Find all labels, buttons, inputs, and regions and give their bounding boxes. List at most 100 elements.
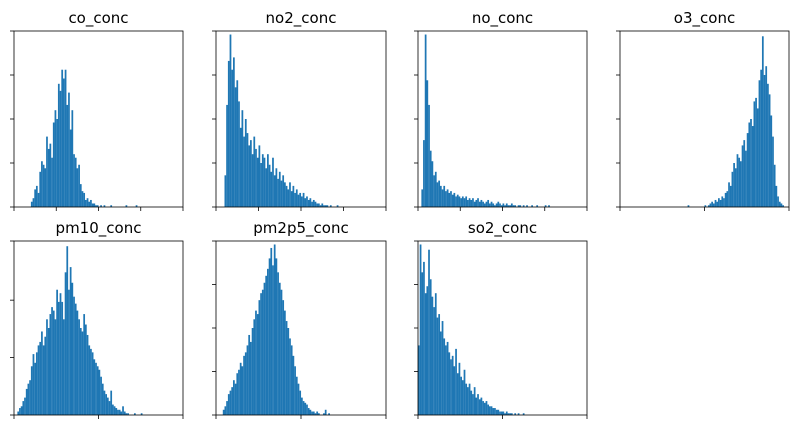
- histogram-bar: [83, 314, 86, 415]
- histogram-bar: [326, 205, 329, 207]
- histogram-bar: [716, 201, 719, 207]
- histogram-bar: [323, 413, 325, 415]
- histogram-bar: [292, 355, 295, 415]
- histogram-bar: [98, 369, 101, 415]
- histogram-bar: [500, 205, 503, 207]
- histogram-bar: [284, 182, 286, 207]
- histogram-bar: [746, 133, 749, 207]
- histogram-bar: [450, 359, 452, 415]
- histogram-bar: [68, 289, 70, 415]
- histogram-bar: [244, 119, 247, 207]
- histogram-bar: [39, 341, 42, 415]
- histogram-bar: [780, 203, 783, 207]
- histogram-bar: [246, 345, 249, 415]
- histogram-bar: [507, 205, 510, 207]
- histogram-bar: [20, 406, 23, 415]
- histogram-bar: [227, 60, 230, 207]
- histogram-bar: [64, 272, 67, 415]
- histogram-bar: [61, 69, 64, 207]
- histogram-bar: [461, 380, 464, 415]
- histogram-bar: [304, 198, 307, 207]
- histogram-bar: [460, 198, 462, 207]
- histogram-bar: [707, 205, 710, 207]
- histogram-bar: [312, 411, 315, 415]
- histogram-bar: [428, 104, 430, 207]
- histogram-bar: [246, 133, 249, 207]
- histogram-bar: [289, 338, 291, 415]
- histogram-bar: [519, 205, 522, 207]
- histogram-bar: [467, 199, 469, 207]
- histogram-bar: [434, 293, 437, 415]
- histogram-bar: [775, 185, 778, 207]
- histogram-bar: [105, 394, 107, 415]
- histogram-bar: [227, 394, 230, 415]
- histogram-bar: [91, 203, 94, 207]
- histogram-bar: [277, 272, 279, 415]
- histogram-bar: [113, 406, 116, 415]
- histogram-bar: [514, 413, 517, 415]
- histogram-bar: [472, 394, 474, 415]
- histogram-bar: [468, 198, 471, 207]
- histogram-bar: [438, 180, 441, 207]
- panel-pm2p5_conc: pm2p5_conc: [212, 219, 387, 419]
- histogram-bar: [24, 397, 26, 415]
- histogram-bar: [275, 258, 278, 415]
- histogram-bar: [270, 247, 273, 415]
- histogram-bar: [497, 409, 500, 415]
- histogram-bar: [42, 164, 45, 207]
- histogram-bar: [760, 69, 763, 207]
- histogram-bar: [280, 289, 283, 415]
- histogram-bar: [470, 390, 473, 415]
- histogram-bar: [421, 189, 424, 207]
- histogram-bar: [745, 150, 747, 207]
- histogram-bar: [256, 314, 259, 415]
- panel-title: pm10_conc: [56, 219, 142, 238]
- histogram-bar: [243, 355, 245, 415]
- histogram-bar: [267, 268, 269, 415]
- histogram-bar: [470, 199, 473, 207]
- histogram-bar: [251, 328, 254, 415]
- histogram-bar: [490, 406, 493, 415]
- histogram-bar: [497, 201, 500, 207]
- histogram-bar: [765, 66, 768, 207]
- histogram-bar: [51, 157, 53, 207]
- histogram-bar: [687, 205, 690, 207]
- histogram-bar: [439, 331, 442, 415]
- histogram-bar: [292, 185, 295, 207]
- histogram-bar: [294, 192, 296, 207]
- histogram-bar: [42, 345, 45, 415]
- histogram-bar: [709, 203, 712, 207]
- histogram-bar: [421, 272, 424, 415]
- histogram-bar: [236, 80, 239, 207]
- histogram-bar: [265, 275, 268, 415]
- histogram-bar: [96, 366, 99, 415]
- histogram-bar: [59, 293, 62, 415]
- histogram-bar: [100, 205, 102, 207]
- histogram-bar: [86, 334, 89, 415]
- histogram-bar: [712, 203, 715, 207]
- histogram-bar: [429, 150, 432, 207]
- histogram-bar: [282, 300, 285, 415]
- histogram-bar: [61, 301, 64, 415]
- histogram-bar: [81, 191, 84, 207]
- histogram-bar: [229, 390, 232, 415]
- histogram-bar: [492, 408, 495, 415]
- histogram-bar: [450, 191, 452, 207]
- histogram-bar: [69, 129, 72, 207]
- histogram-bar: [465, 383, 468, 415]
- histogram-bar: [239, 362, 242, 415]
- histogram-bar: [90, 348, 92, 415]
- histogram-bar: [472, 198, 474, 207]
- histogram-bar: [494, 205, 496, 207]
- histogram-bar: [301, 196, 303, 207]
- histogram-bar: [446, 189, 449, 207]
- histogram-bar: [750, 119, 752, 207]
- histogram-bar: [64, 69, 67, 207]
- histogram-bar: [258, 300, 261, 415]
- histogram-bar: [733, 163, 735, 207]
- histogram-bar: [299, 192, 302, 207]
- histogram-bar: [35, 352, 38, 415]
- histogram-bar: [239, 127, 242, 207]
- histogram-bar: [433, 175, 435, 207]
